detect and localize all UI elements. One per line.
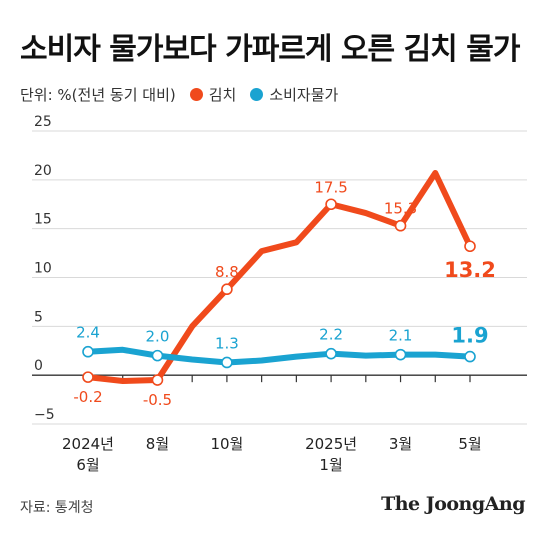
x-tick-label: 10월 [210, 435, 243, 453]
data-label-cpi: 2.4 [76, 324, 100, 342]
data-label-kimchi: 15.3 [384, 200, 417, 218]
y-tick-label: 10 [34, 261, 52, 277]
data-label-cpi: 2.1 [389, 327, 413, 345]
legend-item-kimchi: 김치 [189, 84, 237, 105]
data-point-cpi [464, 350, 476, 363]
data-label-kimchi: 13.2 [444, 258, 496, 282]
data-point-kimchi [325, 198, 337, 211]
x-tick-label: 8월 [146, 435, 169, 453]
data-point-cpi [394, 348, 407, 361]
y-tick-label: 25 [34, 114, 52, 130]
legend: 단위: %(전년 동기 대비) 김치 소비자물가 [20, 84, 352, 105]
data-point-kimchi [464, 240, 476, 253]
x-tick-label: 2025년 [305, 435, 357, 453]
data-label-cpi: 1.3 [215, 334, 239, 352]
data-label-kimchi: -0.5 [143, 391, 172, 409]
x-tick-label: 3월 [389, 435, 412, 453]
data-point-cpi [325, 347, 337, 360]
series-line-cpi [85, 346, 473, 366]
legend-swatch-kimchi [189, 88, 203, 101]
data-point-kimchi [221, 283, 233, 296]
data-point-cpi [151, 349, 164, 362]
data-label-kimchi: 17.5 [314, 178, 347, 196]
brand-logo: The JoongAng [381, 493, 525, 515]
data-label-cpi: 1.9 [451, 324, 488, 348]
x-tick-label: 6월 [76, 456, 99, 474]
chart-title: 소비자 물가보다 가파르게 오른 김치 물가 [20, 32, 520, 67]
x-tick-label: 1월 [319, 456, 342, 474]
data-point-cpi [82, 345, 94, 358]
unit-label: 단위: %(전년 동기 대비) [20, 86, 176, 104]
legend-label-kimchi: 김치 [208, 86, 237, 104]
data-point-kimchi [82, 371, 94, 383]
data-label-cpi: 2.2 [319, 326, 343, 344]
y-tick-label: 0 [34, 358, 43, 374]
legend-label-cpi: 소비자물가 [269, 86, 339, 104]
legend-item-cpi: 소비자물가 [250, 84, 338, 105]
x-tick-label: 2024년 [62, 435, 114, 453]
data-point-kimchi [394, 219, 407, 232]
data-point-kimchi [151, 374, 164, 386]
data-label-kimchi: -0.2 [73, 388, 102, 406]
source-note: 자료: 통계청 [20, 500, 94, 516]
data-point-cpi [221, 356, 233, 369]
y-tick-label: 15 [34, 212, 52, 228]
x-tick-label: 5월 [458, 435, 481, 453]
data-label-cpi: 2.0 [146, 328, 170, 346]
data-label-kimchi: 8.8 [215, 263, 239, 281]
legend-swatch-cpi [250, 88, 264, 101]
y-tick-label: −5 [34, 407, 55, 423]
y-tick-label: 5 [34, 309, 43, 325]
y-tick-label: 20 [34, 163, 52, 179]
